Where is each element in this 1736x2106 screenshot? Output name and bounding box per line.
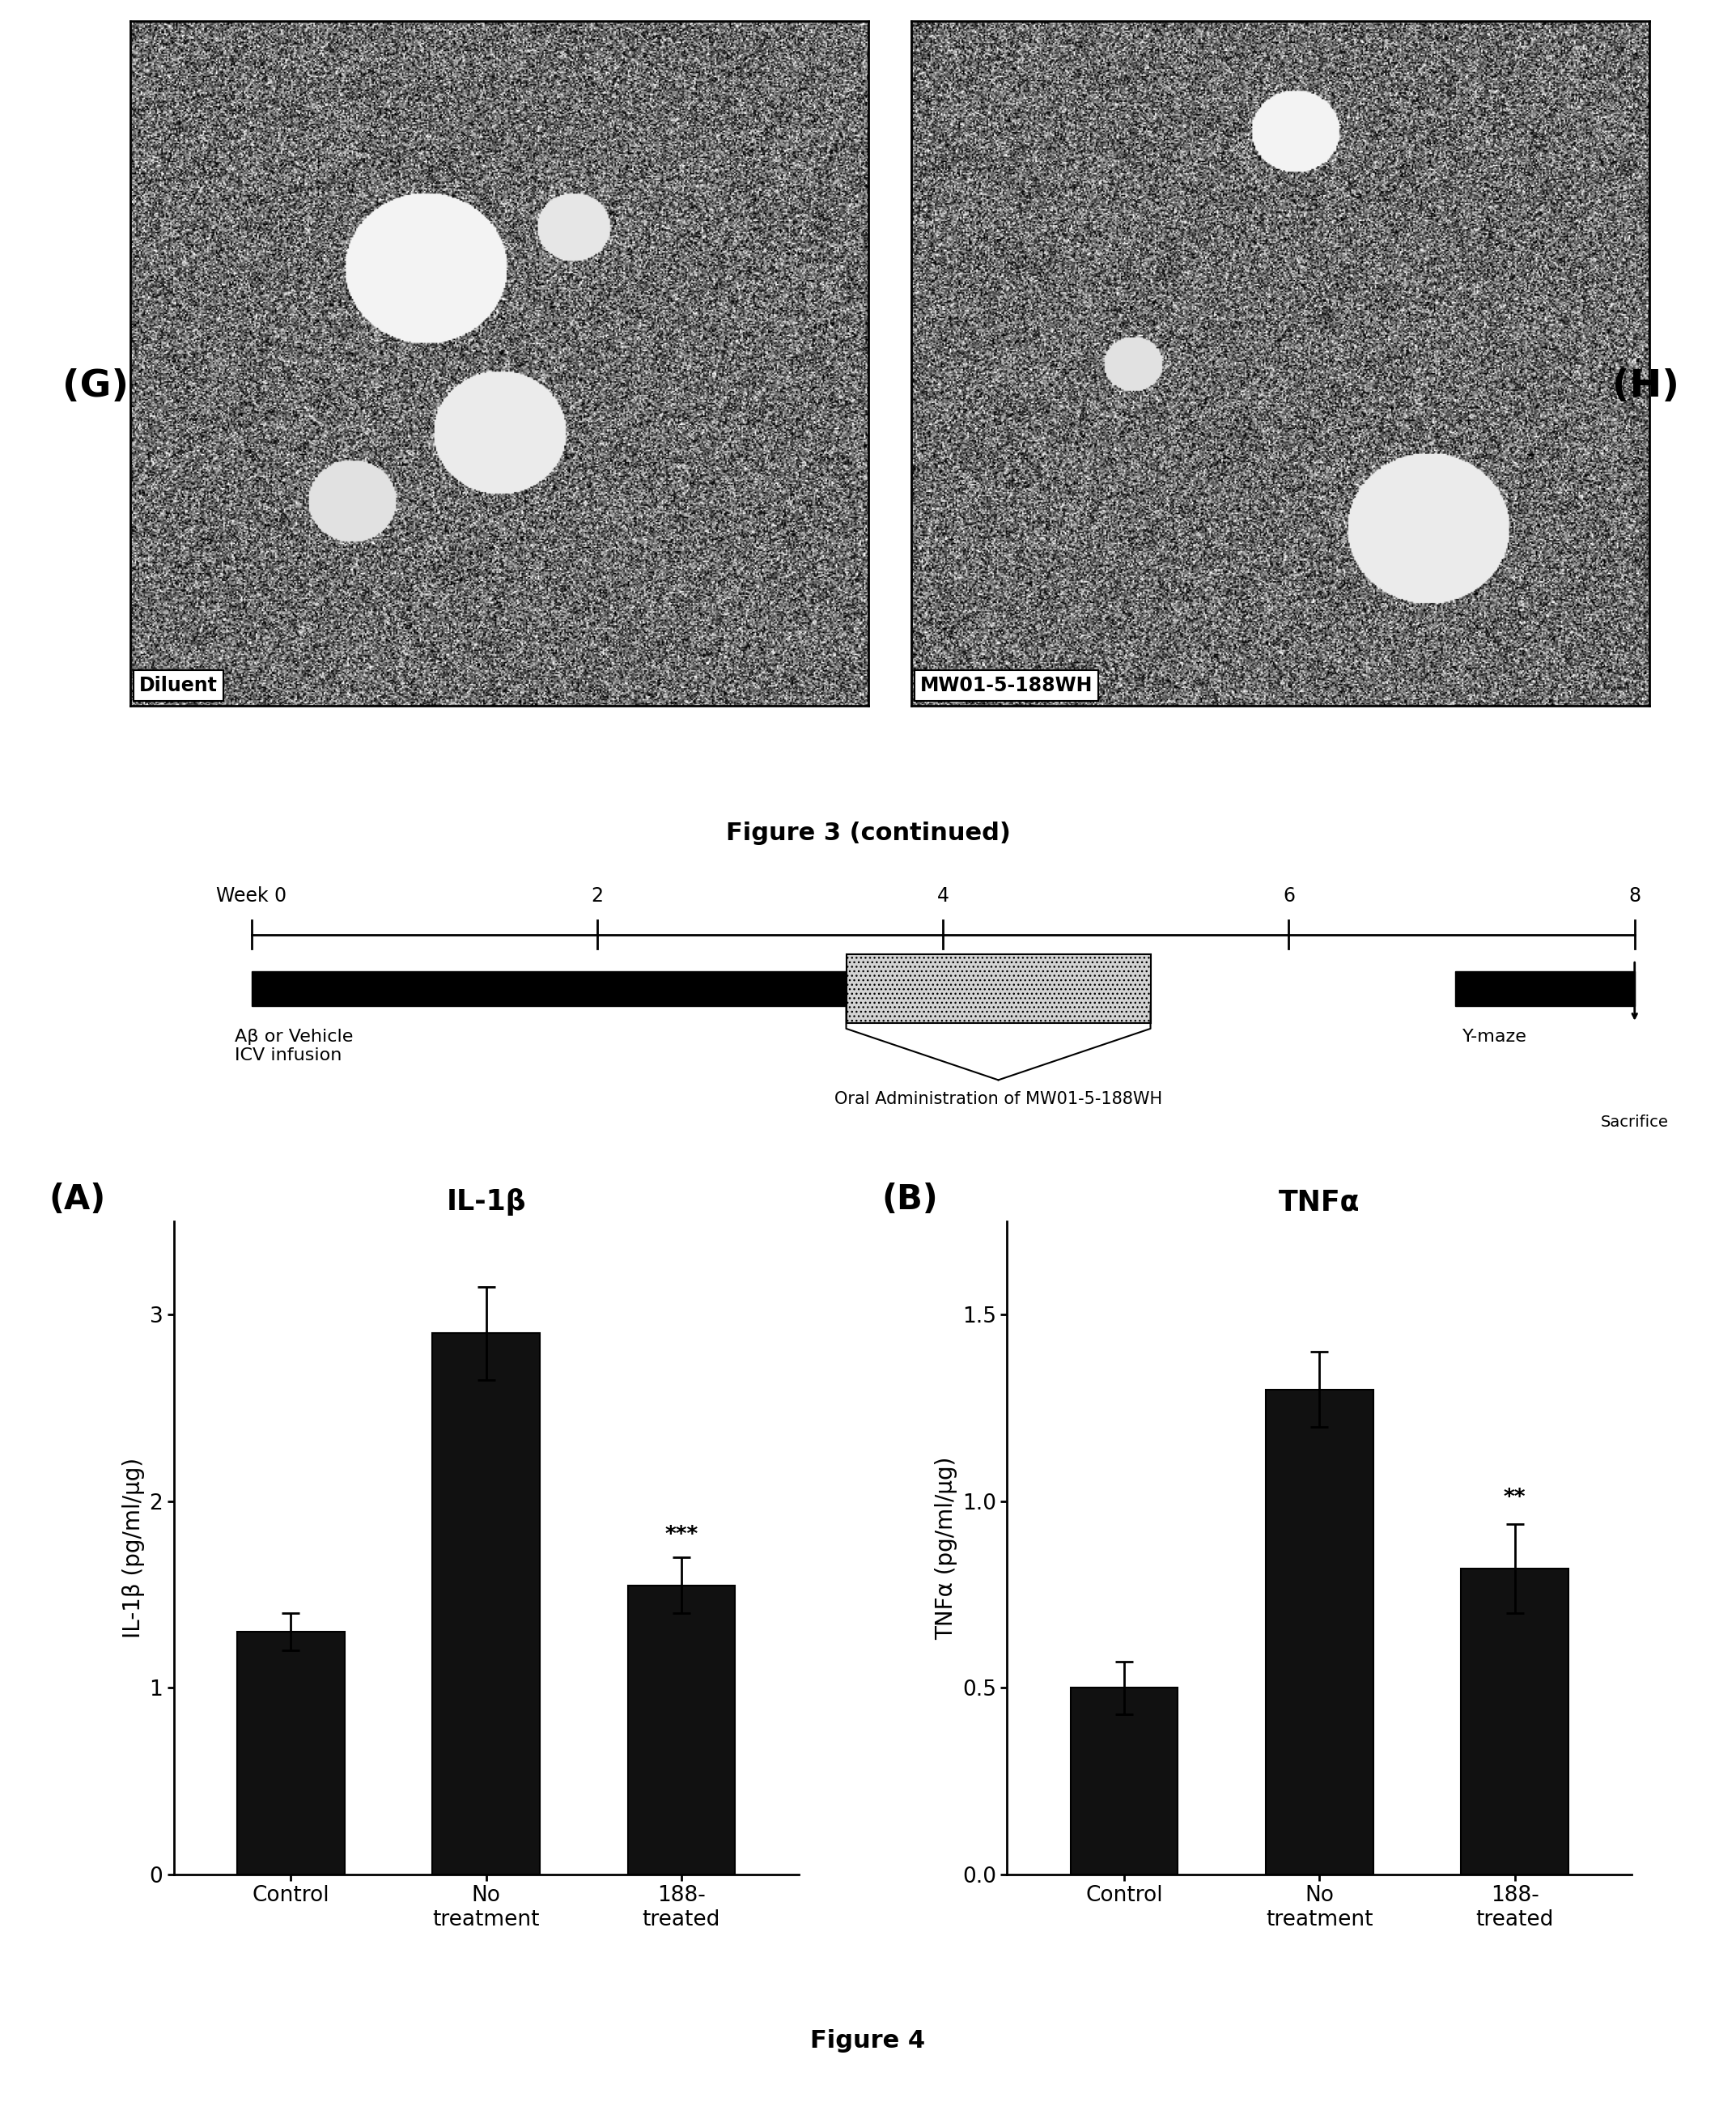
Text: (G): (G) xyxy=(62,369,128,404)
Text: Figure 3 (continued): Figure 3 (continued) xyxy=(726,821,1010,845)
Text: Y-maze: Y-maze xyxy=(1462,1028,1528,1045)
Bar xyxy=(252,971,866,1007)
Text: Oral Administration of MW01-5-188WH: Oral Administration of MW01-5-188WH xyxy=(835,1091,1163,1108)
Title: TNFα: TNFα xyxy=(1279,1188,1359,1215)
Text: (A): (A) xyxy=(49,1181,106,1217)
Text: 6: 6 xyxy=(1283,887,1295,906)
Text: 2: 2 xyxy=(592,887,602,906)
Text: MW01-5-188WH: MW01-5-188WH xyxy=(920,676,1092,695)
Y-axis label: IL-1β (pg/ml/μg): IL-1β (pg/ml/μg) xyxy=(122,1457,144,1638)
Text: Sacrifice: Sacrifice xyxy=(1601,1114,1668,1129)
Text: 8: 8 xyxy=(1628,887,1641,906)
Text: Week 0: Week 0 xyxy=(215,887,286,906)
Bar xyxy=(1071,1687,1177,1874)
Text: 4: 4 xyxy=(937,887,950,906)
Bar xyxy=(238,1632,344,1874)
Bar xyxy=(432,1333,540,1874)
Bar xyxy=(845,954,1151,1024)
Text: (B): (B) xyxy=(882,1181,939,1217)
Text: ***: *** xyxy=(665,1525,698,1546)
Y-axis label: TNFα (pg/ml/μg): TNFα (pg/ml/μg) xyxy=(936,1455,958,1641)
Text: Figure 4: Figure 4 xyxy=(811,2030,925,2053)
Title: IL-1β: IL-1β xyxy=(446,1188,526,1215)
Bar xyxy=(1462,1569,1568,1874)
Bar xyxy=(943,971,998,1007)
Bar xyxy=(1455,971,1635,1007)
Bar xyxy=(628,1586,734,1874)
Text: (H): (H) xyxy=(1613,369,1679,404)
Text: Diluent: Diluent xyxy=(139,676,217,695)
Text: **: ** xyxy=(1503,1487,1526,1508)
Text: Aβ or Vehicle
ICV infusion: Aβ or Vehicle ICV infusion xyxy=(234,1028,352,1064)
Bar xyxy=(1266,1390,1373,1874)
